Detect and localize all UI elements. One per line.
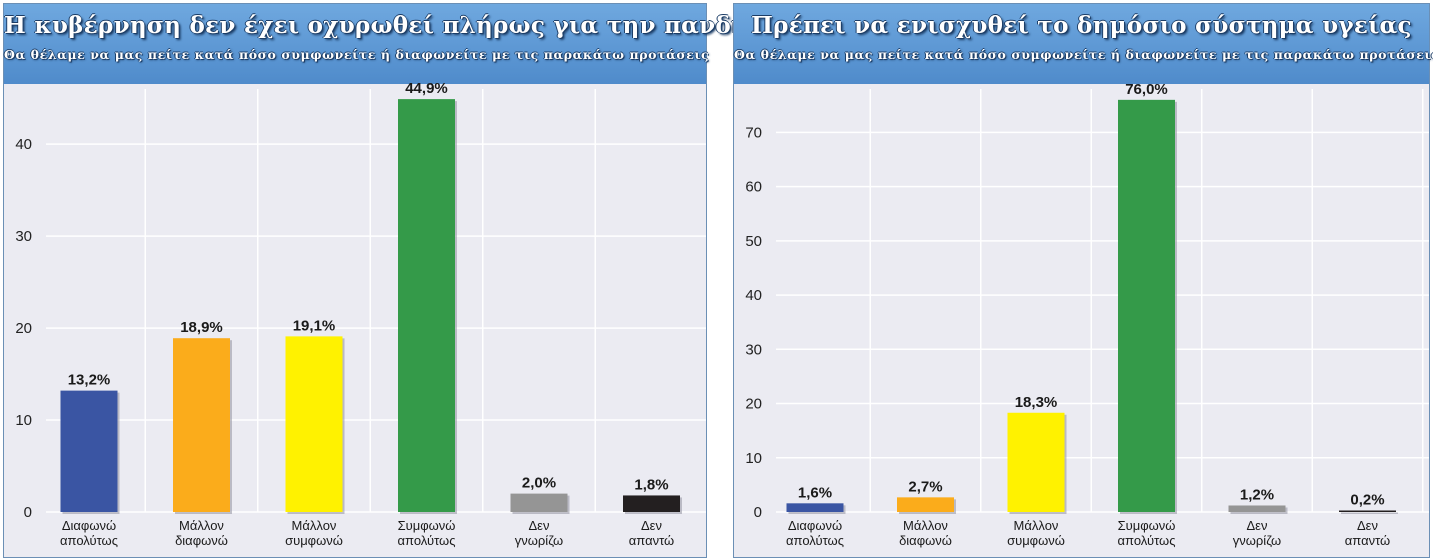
x-tick-label: απολύτως xyxy=(60,533,118,548)
y-tick-label: 40 xyxy=(15,136,32,153)
data-label: 2,7% xyxy=(908,478,942,495)
bar xyxy=(1118,99,1175,512)
bar-chart-health-system: 0102030405060701,6%Διαφωνώαπολύτως2,7%Μά… xyxy=(745,81,1429,548)
x-tick-label: Δεν xyxy=(1247,518,1268,533)
chart-subtitle: Θα θέλαμε να μας πείτε κατά πόσο συμφωνε… xyxy=(734,47,1433,62)
bar xyxy=(786,503,844,512)
data-label: 1,2% xyxy=(1240,486,1274,503)
x-tick-label: διαφωνώ xyxy=(899,533,952,548)
data-label: 19,1% xyxy=(293,317,336,334)
chart-subtitle: Θα θέλαμε να μας πείτε κατά πόσο συμφωνε… xyxy=(4,47,710,62)
bar xyxy=(173,338,230,512)
bar xyxy=(1339,510,1396,512)
x-tick-label: Δεν xyxy=(641,518,662,533)
y-tick-label: 0 xyxy=(24,504,32,521)
bar xyxy=(623,495,680,512)
y-tick-label: 30 xyxy=(15,228,32,245)
y-tick-label: 20 xyxy=(745,396,762,413)
x-tick-label: διαφωνώ xyxy=(175,533,228,548)
bar-shadow xyxy=(1341,512,1398,514)
y-tick-label: 10 xyxy=(745,450,762,467)
y-tick-label: 10 xyxy=(15,412,32,429)
data-label: 18,3% xyxy=(1015,394,1058,411)
y-tick-label: 50 xyxy=(745,233,762,250)
data-label: 44,9% xyxy=(405,80,448,97)
x-tick-label: Μάλλον xyxy=(179,518,224,533)
y-tick-label: 30 xyxy=(745,341,762,358)
chart-header: Πρέπει να ενισχυθεί το δημόσιο σύστημα υ… xyxy=(734,4,1433,84)
x-tick-label: Συμφωνώ xyxy=(1118,518,1176,533)
data-label: 76,0% xyxy=(1125,81,1168,98)
x-tick-label: συμφωνώ xyxy=(285,533,343,548)
y-tick-label: 60 xyxy=(745,179,762,196)
bar xyxy=(1007,412,1065,512)
bar-chart-government: 01020304013,2%Διαφωνώαπολύτως18,9%Μάλλον… xyxy=(15,80,706,548)
x-tick-label: Διαφωνώ xyxy=(788,518,842,533)
x-tick-label: απολύτως xyxy=(786,533,844,548)
bar xyxy=(510,493,568,512)
data-label: 18,9% xyxy=(180,319,223,336)
plot-area xyxy=(46,89,706,514)
x-tick-label: Μάλλον xyxy=(903,518,948,533)
data-label: 13,2% xyxy=(68,372,111,389)
x-tick-label: Δεν xyxy=(1357,518,1378,533)
bar xyxy=(60,390,118,512)
x-tick-label: Συμφωνώ xyxy=(398,518,456,533)
data-label: 1,8% xyxy=(634,476,668,493)
x-tick-label: απαντώ xyxy=(1345,533,1390,548)
x-tick-label: γνωρίζω xyxy=(515,533,563,548)
chart-panel-health-system: Πρέπει να ενισχυθεί το δημόσιο σύστημα υ… xyxy=(733,3,1433,558)
chart-title: Η κυβέρνηση δεν έχει οχυρωθεί πλήρως για… xyxy=(4,12,795,39)
x-tick-label: Μάλλον xyxy=(292,518,337,533)
chart-header: Η κυβέρνηση δεν έχει οχυρωθεί πλήρως για… xyxy=(4,4,795,84)
data-label: 0,2% xyxy=(1350,492,1384,509)
chart-title: Πρέπει να ενισχυθεί το δημόσιο σύστημα υ… xyxy=(751,12,1412,39)
y-tick-label: 0 xyxy=(754,504,762,521)
y-tick-label: 20 xyxy=(15,320,32,337)
bar xyxy=(897,497,954,512)
bar xyxy=(285,336,343,512)
x-tick-label: Δεν xyxy=(529,518,550,533)
plot-area xyxy=(776,89,1429,514)
x-tick-label: απολύτως xyxy=(398,533,456,548)
x-tick-label: απαντώ xyxy=(629,533,674,548)
y-tick-label: 70 xyxy=(745,124,762,141)
bar xyxy=(1228,505,1286,512)
data-label: 2,0% xyxy=(522,475,556,492)
x-tick-label: Μάλλον xyxy=(1014,518,1059,533)
x-tick-label: απολύτως xyxy=(1118,533,1176,548)
data-label: 1,6% xyxy=(798,484,832,501)
x-tick-label: γνωρίζω xyxy=(1233,533,1281,548)
x-tick-label: Διαφωνώ xyxy=(62,518,116,533)
chart-panel-government: Η κυβέρνηση δεν έχει οχυρωθεί πλήρως για… xyxy=(3,3,795,558)
x-tick-label: συμφωνώ xyxy=(1007,533,1065,548)
bar xyxy=(398,99,455,512)
y-tick-label: 40 xyxy=(745,287,762,304)
